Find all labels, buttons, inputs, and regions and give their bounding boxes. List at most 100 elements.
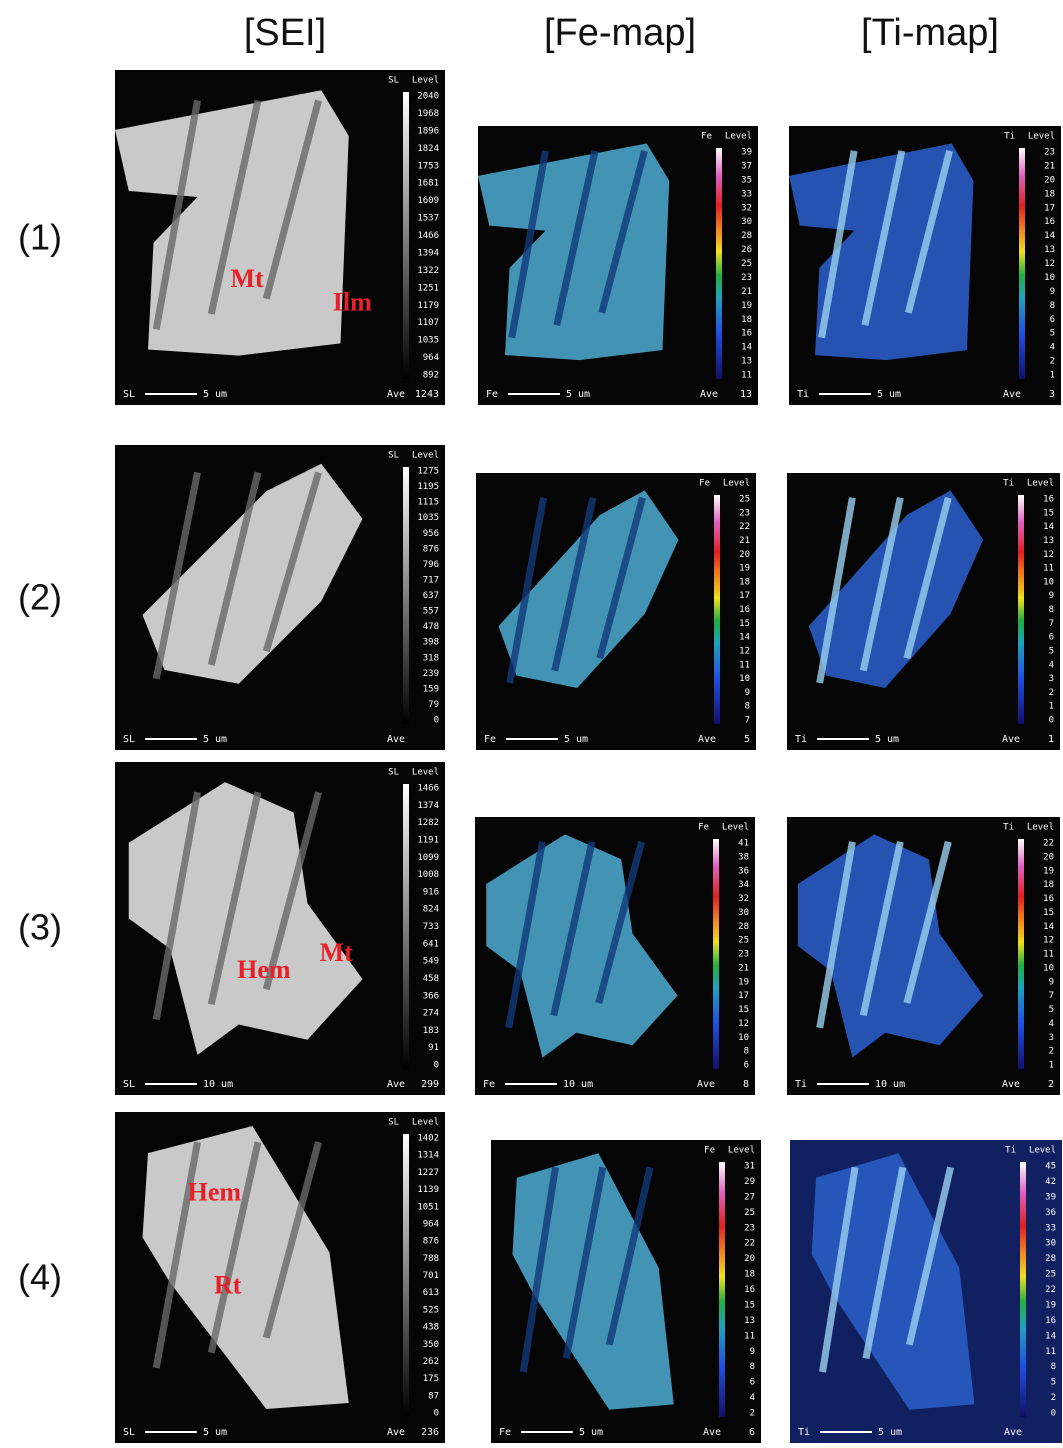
level-value: 23	[739, 508, 750, 518]
lamella	[207, 99, 262, 315]
lamella	[550, 841, 596, 1017]
scale-label: 5 um	[203, 734, 227, 745]
mineral-grain	[811, 1153, 975, 1410]
level-value: 2	[1050, 357, 1055, 367]
level-value: 11	[741, 371, 752, 381]
level-value: 1	[1049, 1061, 1054, 1071]
ave-label: Ave	[1003, 389, 1021, 400]
level-value: 38	[738, 852, 749, 862]
caption: Ti	[797, 389, 809, 400]
color-bar	[713, 839, 719, 1069]
lamella	[262, 99, 322, 300]
ave-label: Ave	[387, 734, 405, 745]
level-value: 14	[1043, 522, 1054, 532]
level-value: 366	[423, 991, 439, 1001]
level-value: 22	[744, 1239, 755, 1249]
column-header: [Fe-map]	[544, 12, 696, 54]
ave-label: Ave	[387, 1427, 405, 1438]
level-value: 4	[1050, 343, 1055, 353]
ave-label: Ave	[1002, 1079, 1020, 1090]
level-value: 91	[428, 1043, 439, 1053]
level-value: 1191	[417, 835, 439, 845]
scale-label: 10 um	[563, 1079, 593, 1090]
phase-label: Hem	[188, 1178, 242, 1207]
caption-top: SL	[388, 451, 399, 461]
level-value: 19	[1043, 866, 1054, 876]
level-value: 21	[741, 287, 752, 297]
caption-top: Fe	[704, 1146, 715, 1156]
level-value: 19	[741, 301, 752, 311]
level-title: Level	[725, 132, 752, 142]
level-value: 2	[1049, 688, 1054, 698]
level-value: 33	[1045, 1223, 1056, 1233]
level-title: Level	[1027, 823, 1054, 833]
caption: Fe	[486, 389, 498, 400]
level-title: Level	[722, 823, 749, 833]
phase-label: Ilm	[333, 287, 372, 316]
level-value: 20	[1044, 175, 1055, 185]
lamella	[519, 1166, 559, 1373]
level-value: 1008	[417, 870, 439, 880]
lamella	[207, 791, 262, 1006]
ave-label: Ave	[700, 389, 718, 400]
level-value: 19	[1045, 1300, 1056, 1310]
level-value: 4	[750, 1393, 755, 1403]
ave-value: 1	[1048, 734, 1054, 745]
caption: Ti	[795, 734, 807, 745]
scale-label: 5 um	[878, 1427, 902, 1438]
level-value: 3	[1049, 674, 1054, 684]
level-value: 23	[741, 273, 752, 283]
level-value: 25	[739, 495, 750, 505]
micrograph-panel: Level Ti 22 20 19 18 16 15 14 12 11 10 9 7 5 4 3 2 1 Ti 10 u…	[787, 817, 1060, 1095]
level-value: 6	[1049, 633, 1054, 643]
level-value: 1107	[417, 318, 439, 328]
color-bar	[403, 467, 409, 724]
level-value: 14	[1045, 1331, 1056, 1341]
level-value: 613	[423, 1288, 439, 1298]
level-value: 9	[1049, 591, 1054, 601]
level-value: 717	[423, 575, 439, 585]
level-value: 17	[739, 591, 750, 601]
scale-label: 5 um	[579, 1427, 603, 1438]
level-value: 14	[1044, 231, 1055, 241]
level-value: 8	[750, 1362, 755, 1372]
level-value: 18	[1043, 880, 1054, 890]
color-bar	[403, 784, 409, 1069]
ave-label: Ave	[1004, 1427, 1022, 1438]
level-value: 37	[741, 161, 752, 171]
level-value: 6	[750, 1378, 755, 1388]
level-value: 15	[744, 1300, 755, 1310]
level-value: 25	[741, 259, 752, 269]
level-value: 1968	[417, 109, 439, 119]
level-value: 16	[1045, 1316, 1056, 1326]
lamella	[152, 99, 201, 330]
caption-top: Ti	[1005, 1146, 1016, 1156]
level-value: 6	[1050, 315, 1055, 325]
level-value: 350	[423, 1340, 439, 1350]
level-value: 22	[739, 522, 750, 532]
caption-top: Fe	[699, 479, 710, 489]
level-value: 11	[1043, 950, 1054, 960]
ave-value: 299	[421, 1079, 439, 1090]
level-value: 0	[1049, 716, 1054, 726]
level-value: 175	[423, 1374, 439, 1384]
level-value: 28	[741, 231, 752, 241]
level-value: 12	[1044, 259, 1055, 269]
level-value: 9	[750, 1347, 755, 1357]
caption-top: Fe	[701, 132, 712, 142]
lamella	[859, 496, 904, 672]
level-value: 21	[738, 963, 749, 973]
lamella	[818, 150, 858, 339]
level-value: 25	[738, 936, 749, 946]
level-value: 701	[423, 1271, 439, 1281]
level-value: 1179	[417, 301, 439, 311]
level-value: 32	[741, 203, 752, 213]
level-value: 8	[744, 1047, 749, 1057]
ave-value: 2	[1048, 1079, 1054, 1090]
level-value: 458	[423, 974, 439, 984]
level-value: 964	[423, 353, 439, 363]
micrograph-panel: Level SL 1402 1314 1227 1139 1051 964 876 788 701 6…	[115, 1112, 445, 1443]
level-value: 5	[1050, 329, 1055, 339]
caption: Ti	[798, 1427, 810, 1438]
level-value: 87	[428, 1391, 439, 1401]
